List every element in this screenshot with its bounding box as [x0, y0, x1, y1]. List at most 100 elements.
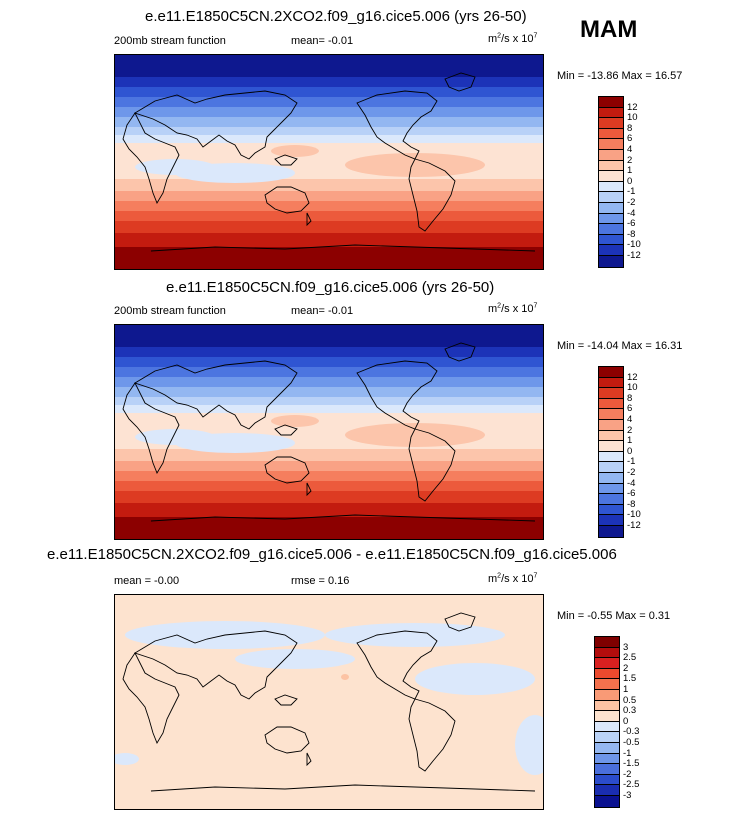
colorbar-tick-label: -6 — [627, 218, 636, 230]
colorbar-swatch — [599, 97, 623, 108]
colorbar-swatch — [595, 742, 619, 754]
contour-band — [115, 211, 543, 221]
colorbar-tick-label: -2 — [627, 197, 636, 208]
contour-region — [345, 153, 485, 177]
colorbar-tick-label: 12 — [627, 371, 638, 383]
season-label: MAM — [580, 16, 638, 43]
colorbar-swatch — [595, 700, 619, 712]
contour-region — [271, 415, 319, 427]
contour-band — [115, 201, 543, 211]
colorbar-swatch — [599, 409, 623, 420]
contour-band — [115, 503, 543, 517]
contour-band — [115, 97, 543, 107]
panel3-title: e.e11.E1850C5CN.2XCO2.f09_g16.cice5.006 … — [47, 546, 617, 563]
colorbar-tick-label: 0.3 — [623, 705, 637, 717]
coastline-path — [150, 784, 536, 792]
coastline-path — [274, 694, 298, 706]
colorbar-swatch — [599, 367, 623, 378]
colorbar-tick-label: 1 — [623, 684, 629, 695]
colorbar-tick-label: 10 — [627, 382, 638, 394]
panel2-colorbar: 12 10 8 6 4 2 1 0 -1 -2 -4 -6 -8 -10 -12 — [598, 366, 641, 538]
colorbar-swatch — [599, 181, 623, 193]
contour-band — [115, 107, 543, 117]
contour-band — [115, 77, 543, 87]
colorbar-tick-label: -10 — [627, 239, 641, 251]
colorbar-swatch — [599, 118, 623, 129]
colorbar-swatch — [599, 388, 623, 399]
colorbar-swatch — [595, 753, 619, 765]
colorbar-swatch — [599, 139, 623, 150]
colorbar-box — [598, 366, 624, 538]
colorbar-swatch — [599, 515, 623, 526]
coastline-path — [444, 612, 476, 632]
colorbar-tick-label: -1 — [627, 186, 636, 198]
colorbar-tick-label: 2.5 — [623, 652, 637, 664]
contour-region — [325, 623, 505, 647]
colorbar-swatch — [599, 213, 623, 225]
coastlines — [122, 72, 536, 252]
colorbar-tick-label: -4 — [627, 207, 636, 219]
coastline-path — [122, 112, 180, 205]
coastline-path — [444, 72, 476, 92]
panel2-title: e.e11.E1850C5CN.f09_g16.cice5.006 (yrs 2… — [166, 279, 495, 296]
contour-band — [115, 247, 543, 269]
coastline-path — [264, 186, 310, 214]
contour-band — [115, 233, 543, 247]
colorbar-swatch — [599, 451, 623, 463]
colorbar-swatch — [599, 128, 623, 140]
colorbar-swatch — [599, 494, 623, 505]
contour-region — [341, 674, 349, 680]
contour-region — [135, 429, 215, 445]
contour-band — [115, 471, 543, 481]
contour-band — [115, 517, 543, 539]
panel1-map — [114, 54, 544, 270]
colorbar-tick-label: 0 — [627, 445, 633, 457]
colorbar-swatch — [599, 107, 623, 119]
contour-region — [115, 753, 139, 765]
colorbar-tick-label: 1 — [627, 435, 633, 447]
colorbar-tick-label: 8 — [627, 392, 633, 404]
colorbar-swatch — [599, 525, 623, 537]
coastline-path — [122, 382, 180, 475]
coastline-path — [264, 456, 310, 484]
colorbar-swatch — [599, 192, 623, 203]
coastlines — [122, 612, 536, 792]
coastline-path — [408, 158, 456, 232]
colorbar-swatch — [595, 658, 619, 669]
colorbar-swatch — [595, 732, 619, 743]
colorbar-tick-label: 2 — [627, 424, 633, 436]
colorbar-tick-label: -10 — [627, 509, 641, 521]
colorbar-swatch — [595, 637, 619, 648]
panel3-units: m2/s x 107 — [488, 572, 538, 585]
colorbar-swatch — [599, 224, 623, 235]
coastline-path — [133, 360, 298, 430]
colorbar-box — [598, 96, 624, 268]
panel2-variable-label: 200mb stream function — [114, 305, 226, 317]
colorbar-swatch — [599, 462, 623, 473]
colorbar-swatch — [595, 764, 619, 775]
contour-band — [115, 87, 543, 97]
colorbar-tick-label: -2.5 — [623, 779, 640, 791]
colorbar-tick-label: 4 — [627, 414, 633, 425]
colorbar-tick-label: 2 — [623, 662, 629, 674]
colorbar-tick-label: 1.5 — [623, 673, 637, 685]
colorbar-swatch — [599, 483, 623, 495]
coastline-path — [274, 154, 298, 166]
colorbar-tick-label: 0 — [627, 175, 633, 187]
coastline-path — [408, 698, 456, 772]
contour-band — [115, 325, 543, 347]
colorbar-swatch — [599, 234, 623, 246]
coastline-path — [306, 752, 312, 767]
colorbar-tick-label: -1.5 — [623, 758, 640, 770]
colorbar-swatch — [595, 721, 619, 733]
colorbar-tick-label: -6 — [627, 488, 636, 500]
colorbar-tick-label: -8 — [627, 498, 636, 510]
contour-band — [115, 377, 543, 387]
contour-band — [115, 449, 543, 461]
panel1-title: e.e11.E1850C5CN.2XCO2.f09_g16.cice5.006 … — [145, 8, 527, 25]
contour-band — [115, 481, 543, 491]
colorbar-swatch — [595, 647, 619, 659]
contour-region — [515, 715, 543, 775]
colorbar-swatch — [595, 689, 619, 701]
colorbar-swatch — [599, 245, 623, 256]
